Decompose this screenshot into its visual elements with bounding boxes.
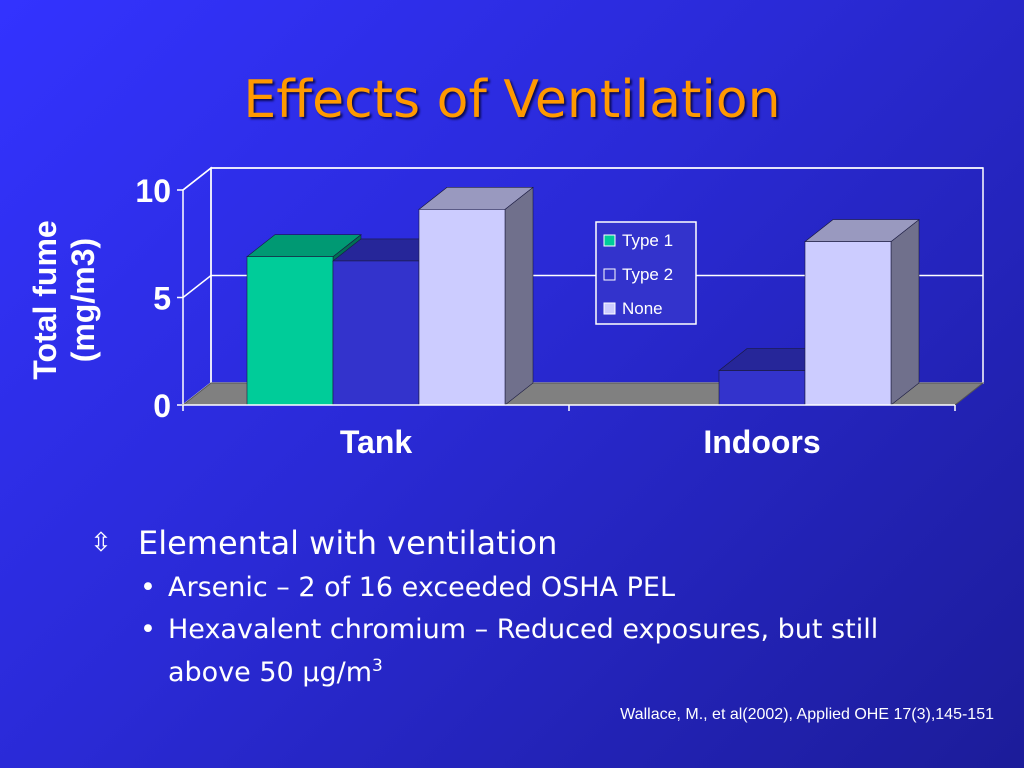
bullet-level2-text: Arsenic – 2 of 16 exceeded OSHA PEL — [168, 572, 675, 603]
arrow-icon: ⇳ — [90, 528, 112, 558]
bullet-list: ⇳ Elemental with ventilation • Arsenic –… — [90, 522, 950, 691]
bar-side — [504, 186, 534, 406]
bar-chart: 0 5 10 Tank Indoors Type 1 Type 2 None — [135, 167, 985, 460]
bullet-level1: ⇳ Elemental with ventilation — [90, 522, 950, 564]
citation: Wallace, M., et al(2002), Applied OHE 17… — [620, 706, 994, 723]
legend-label: Type 1 — [622, 231, 673, 250]
x-tick-label: Indoors — [703, 424, 820, 460]
bar-side — [890, 218, 920, 406]
y-tick-label: 5 — [153, 281, 171, 317]
legend-swatch — [603, 234, 616, 247]
legend-label: None — [622, 299, 663, 318]
bullet-level2-text: Hexavalent chromium – Reduced exposures,… — [168, 612, 928, 691]
y-tick-label: 10 — [135, 173, 171, 209]
bar — [718, 370, 806, 406]
slide-title: Effects of Ventilation — [243, 70, 781, 130]
bullet-level1-text: Elemental with ventilation — [138, 524, 558, 562]
y-tick-label: 0 — [153, 388, 171, 424]
bar — [246, 256, 334, 406]
gridline — [182, 274, 983, 299]
legend-swatch — [603, 268, 616, 281]
bullet-dot-icon: • — [140, 614, 156, 645]
bullet-dot-icon: • — [140, 572, 156, 603]
bullet-level2-main: Hexavalent chromium – Reduced exposures,… — [168, 614, 879, 688]
bullet-level2: • Hexavalent chromium – Reduced exposure… — [90, 612, 950, 691]
legend-label: Type 2 — [622, 265, 673, 284]
bullet-level2: • Arsenic – 2 of 16 exceeded OSHA PEL — [90, 570, 950, 606]
superscript-3: 3 — [372, 656, 383, 676]
legend-swatch — [603, 302, 616, 315]
gridline — [182, 167, 983, 191]
x-tick-label: Tank — [340, 424, 413, 460]
bar — [804, 241, 892, 406]
bar — [332, 260, 420, 406]
bar — [418, 209, 506, 406]
